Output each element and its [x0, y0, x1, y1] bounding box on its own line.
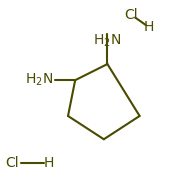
Text: Cl: Cl [6, 156, 19, 170]
Text: H$_2$N: H$_2$N [25, 72, 54, 88]
Text: H$_2$N: H$_2$N [93, 33, 122, 49]
Text: H: H [143, 20, 154, 34]
Text: H: H [43, 156, 54, 170]
Text: Cl: Cl [124, 8, 137, 22]
